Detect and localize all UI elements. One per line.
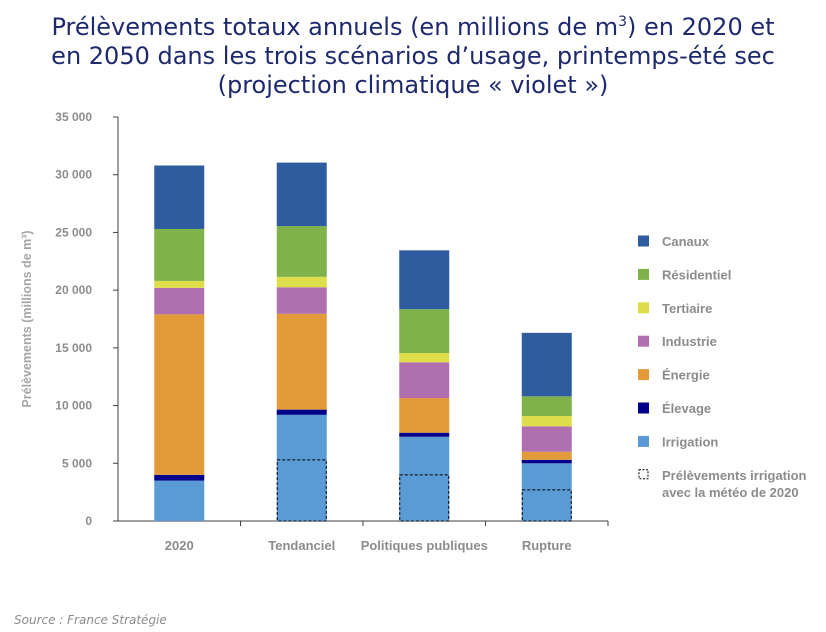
legend-label: Résidentiel: [662, 267, 731, 282]
legend-label: Élevage: [662, 401, 711, 416]
bar-segment-énergie: [276, 313, 327, 410]
legend-swatch-dashed: [638, 469, 649, 480]
y-tick-label: 25 000: [55, 225, 92, 239]
legend-label: Industrie: [662, 334, 717, 349]
legend-label: Prélèvements irrigation: [662, 468, 807, 483]
bar-segment-industrie: [521, 426, 572, 452]
y-tick-label: 20 000: [55, 283, 92, 297]
bar-segment-tertiaire: [276, 276, 327, 288]
legend-swatch: [638, 268, 649, 280]
legend-label: Tertiaire: [662, 301, 712, 316]
title-line-1: Prélèvements totaux annuels (en millions…: [51, 13, 619, 41]
bar-segment-énergie: [154, 314, 205, 475]
bar-segment-irrigation: [276, 414, 327, 521]
bar-segment-irrigation: [399, 436, 450, 521]
bar-segment-résidentiel: [276, 226, 327, 277]
chart-title: Prélèvements totaux annuels (en millions…: [0, 8, 826, 100]
bar-segment-canaux: [276, 162, 327, 227]
bar-segment-énergie: [399, 398, 450, 433]
title-line-2: en 2050 dans les trois scénarios d’usage…: [51, 42, 775, 70]
bar-segment-irrigation: [521, 463, 572, 521]
legend-label: Irrigation: [662, 434, 718, 449]
y-tick-label: 0: [85, 514, 92, 528]
legend-swatch: [638, 302, 649, 314]
bar-segment-élevage: [276, 409, 327, 415]
title-line-3: (projection climatique « violet »): [217, 71, 609, 99]
bar-segment-résidentiel: [521, 396, 572, 416]
legend-swatch: [638, 435, 649, 447]
legend-swatch: [638, 369, 649, 381]
bar-segment-tertiaire: [521, 415, 572, 427]
bar-segment-résidentiel: [399, 309, 450, 354]
x-category-label: 2020: [165, 538, 194, 553]
title-superscript: 3: [618, 14, 628, 30]
y-tick-label: 10 000: [55, 399, 92, 413]
bar-segment-industrie: [399, 362, 450, 399]
bar-segment-tertiaire: [154, 280, 205, 288]
y-tick-label: 15 000: [55, 341, 92, 355]
chart-legend: Canaux Résidentiel Tertiaire Industrie Énerg…: [638, 234, 807, 500]
legend-label: Canaux: [662, 234, 710, 249]
x-category-label: Politiques publiques: [361, 538, 488, 553]
bar-segment-résidentiel: [154, 228, 205, 281]
bar-segment-canaux: [399, 250, 450, 310]
bar-segment-industrie: [276, 287, 327, 314]
legend-swatch: [638, 335, 649, 347]
bar-segment-élevage: [399, 432, 450, 437]
bar-segment-élevage: [521, 459, 572, 464]
bar-segment-canaux: [521, 332, 572, 397]
bar-segment-industrie: [154, 287, 205, 315]
x-category-label: Rupture: [522, 538, 572, 553]
legend-label: Énergie: [662, 368, 710, 383]
bar-segment-irrigation: [154, 480, 205, 521]
irrigation-2020-weather-overlays: [276, 459, 572, 522]
bar-segment-tertiaire: [399, 353, 450, 363]
x-category-label: Tendanciel: [268, 538, 335, 553]
title-line-1-end: ) en 2020 et: [627, 13, 775, 41]
chart-bars: [154, 162, 572, 521]
legend-swatch: [638, 235, 649, 247]
bar-segment-énergie: [521, 451, 572, 460]
y-tick-label: 30 000: [55, 168, 92, 182]
y-axis-label: Prélèvements (millions de m³): [20, 230, 34, 407]
source-note: Source : France Stratégie: [14, 613, 167, 627]
y-tick-label: 5 000: [62, 456, 92, 470]
legend-swatch: [638, 402, 649, 414]
bar-segment-élevage: [154, 474, 205, 481]
bar-segment-canaux: [154, 165, 205, 229]
y-tick-label: 35 000: [55, 110, 92, 124]
legend-label-line-2: avec la météo de 2020: [662, 485, 799, 500]
irrigation-2020-weather-box: [399, 474, 450, 522]
